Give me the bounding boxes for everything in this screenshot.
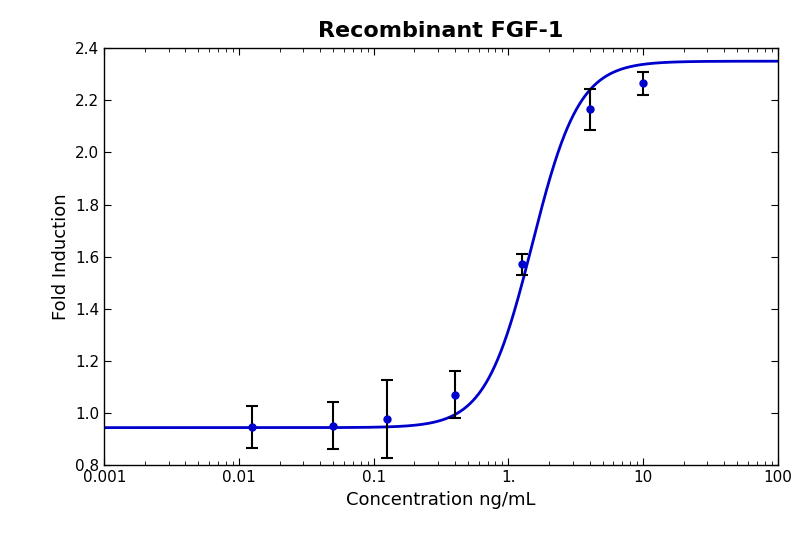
Title: Recombinant FGF-1: Recombinant FGF-1 [318, 21, 564, 41]
X-axis label: Concentration ng/mL: Concentration ng/mL [346, 491, 536, 509]
Y-axis label: Fold Induction: Fold Induction [51, 194, 70, 320]
